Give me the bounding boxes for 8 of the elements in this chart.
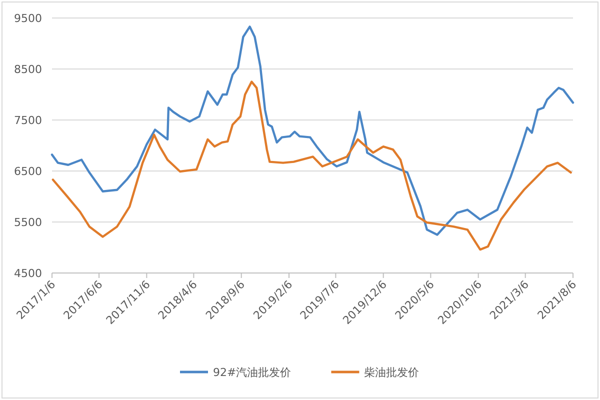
y-tick-label: 6500 — [14, 165, 42, 178]
legend-label: 92#汽油批发价 — [213, 366, 292, 379]
y-tick-label: 5500 — [14, 216, 42, 229]
y-tick-label: 4500 — [14, 267, 42, 280]
y-tick-label: 7500 — [14, 114, 42, 127]
legend-label: 柴油批发价 — [364, 366, 420, 379]
y-tick-label: 8500 — [14, 63, 42, 76]
y-tick-label: 9500 — [14, 12, 42, 25]
